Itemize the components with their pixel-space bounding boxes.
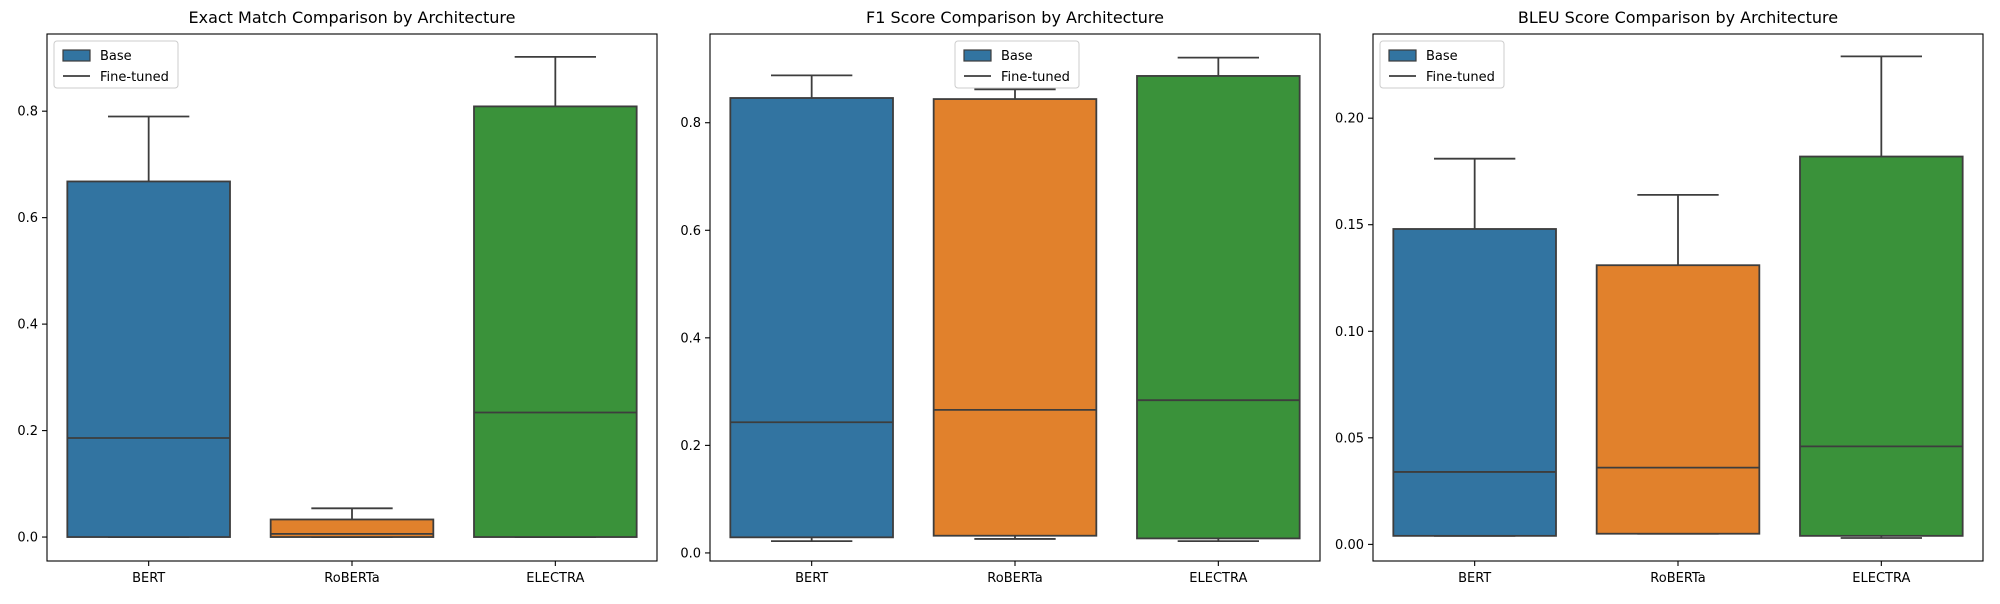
chart-title: Exact Match Comparison by Architecture: [189, 8, 516, 27]
y-tick-label: 0.00: [1335, 538, 1364, 553]
chart-panel-2: F1 Score Comparison by Architecture 0.0 0.…: [680, 8, 1321, 586]
x-tick-label: BERT: [795, 571, 828, 586]
legend-finetuned-label: Fine-tuned: [100, 70, 169, 85]
box-roberta: [932, 88, 1098, 540]
iqr-box: [932, 98, 1098, 537]
y-tick-label: 0.20: [1335, 112, 1364, 127]
y-tick-label: 0.0: [17, 531, 38, 546]
x-tick-label: ELECTRA: [1852, 571, 1910, 586]
y-tick-label: 0.15: [1335, 218, 1364, 233]
legend: Base Fine-tuned: [1379, 40, 1505, 89]
x-tick-label: BERT: [132, 571, 165, 586]
iqr-box: [729, 97, 894, 539]
x-tick-label: RoBERTa: [987, 571, 1042, 586]
y-tick-label: 0.2: [680, 439, 701, 454]
x-tick-label: RoBERTa: [324, 571, 379, 586]
legend-base-patch: [1388, 49, 1417, 62]
legend: Base Fine-tuned: [53, 40, 179, 89]
x-tick-label: RoBERTa: [1650, 571, 1705, 586]
iqr-box: [66, 180, 231, 538]
box-roberta: [269, 507, 435, 538]
x-tick-label: BERT: [1458, 571, 1491, 586]
chart-title: F1 Score Comparison by Architecture: [866, 8, 1164, 27]
y-tick-label: 0.2: [17, 424, 38, 439]
chart-title: BLEU Score Comparison by Architecture: [1518, 8, 1838, 27]
legend-base-label: Base: [100, 49, 132, 64]
iqr-box: [1136, 75, 1301, 540]
y-tick-label: 0.10: [1335, 325, 1364, 340]
legend: Base Fine-tuned: [954, 40, 1080, 89]
y-tick-label: 0.0: [680, 546, 701, 561]
box-roberta: [1595, 193, 1761, 535]
iqr-box: [1392, 228, 1557, 537]
y-tick-label: 0.05: [1335, 431, 1364, 446]
iqr-box: [1799, 155, 1964, 537]
x-tick-label: ELECTRA: [526, 571, 584, 586]
y-tick-label: 0.6: [17, 211, 38, 226]
box-bert: [729, 74, 894, 543]
legend-finetuned-label: Fine-tuned: [1426, 70, 1495, 85]
y-tick-label: 0.4: [680, 331, 701, 346]
y-tick-label: 0.8: [17, 105, 38, 120]
box-electra: [1136, 56, 1301, 543]
iqr-box: [269, 518, 435, 538]
x-tick-label: ELECTRA: [1189, 571, 1247, 586]
box-electra: [473, 55, 638, 538]
y-tick-label: 0.8: [680, 116, 701, 131]
legend-base-label: Base: [1001, 49, 1033, 64]
iqr-box: [1595, 264, 1761, 535]
y-tick-label: 0.4: [17, 318, 38, 333]
box-electra: [1799, 55, 1964, 539]
legend-base-patch: [963, 49, 992, 62]
iqr-box: [473, 105, 638, 538]
legend-finetuned-label: Fine-tuned: [1001, 70, 1070, 85]
box-bert: [1392, 157, 1557, 537]
y-tick-label: 0.6: [680, 224, 701, 239]
legend-base-patch: [62, 49, 91, 62]
box-bert: [66, 115, 231, 538]
chart-panel-3: BLEU Score Comparison by Architecture 0.0…: [1335, 8, 1984, 586]
chart-panel-1: Exact Match Comparison by Architecture 0.…: [17, 8, 658, 586]
legend-base-label: Base: [1426, 49, 1458, 64]
